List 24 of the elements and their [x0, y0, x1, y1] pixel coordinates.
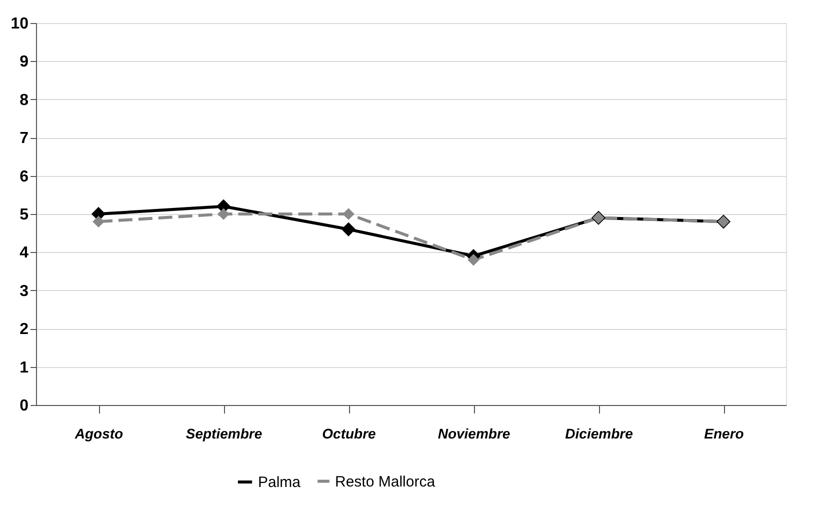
point: [92, 216, 104, 228]
y-tick-label: 5: [20, 206, 29, 224]
point: [218, 208, 230, 220]
y-tick-label: 9: [20, 54, 29, 71]
point: [468, 254, 480, 266]
x-tick-label: Octubre: [322, 426, 376, 442]
y-tick-label: 10: [10, 16, 29, 32]
x-tick-label: Noviembre: [438, 426, 510, 442]
y-tick-label: 3: [20, 282, 29, 300]
y-tick-label: 0: [20, 398, 29, 414]
y-tick-label: 8: [20, 92, 29, 109]
legend-label: Resto Mallorca: [335, 473, 436, 490]
x-tick-label: Septiembre: [186, 426, 262, 442]
y-tick-label: 4: [20, 244, 29, 262]
point: [342, 208, 354, 220]
y-tick-label: 7: [20, 130, 29, 148]
x-tick-label: Enero: [704, 426, 744, 442]
y-tick-label: 6: [20, 168, 29, 186]
y-tick-label: 2: [20, 321, 29, 338]
x-tick-label: Agosto: [74, 426, 124, 442]
point: [341, 222, 356, 236]
legend-label: Palma: [258, 474, 302, 491]
y-tick-label: 1: [20, 359, 29, 376]
x-tick-label: Diciembre: [565, 426, 634, 442]
